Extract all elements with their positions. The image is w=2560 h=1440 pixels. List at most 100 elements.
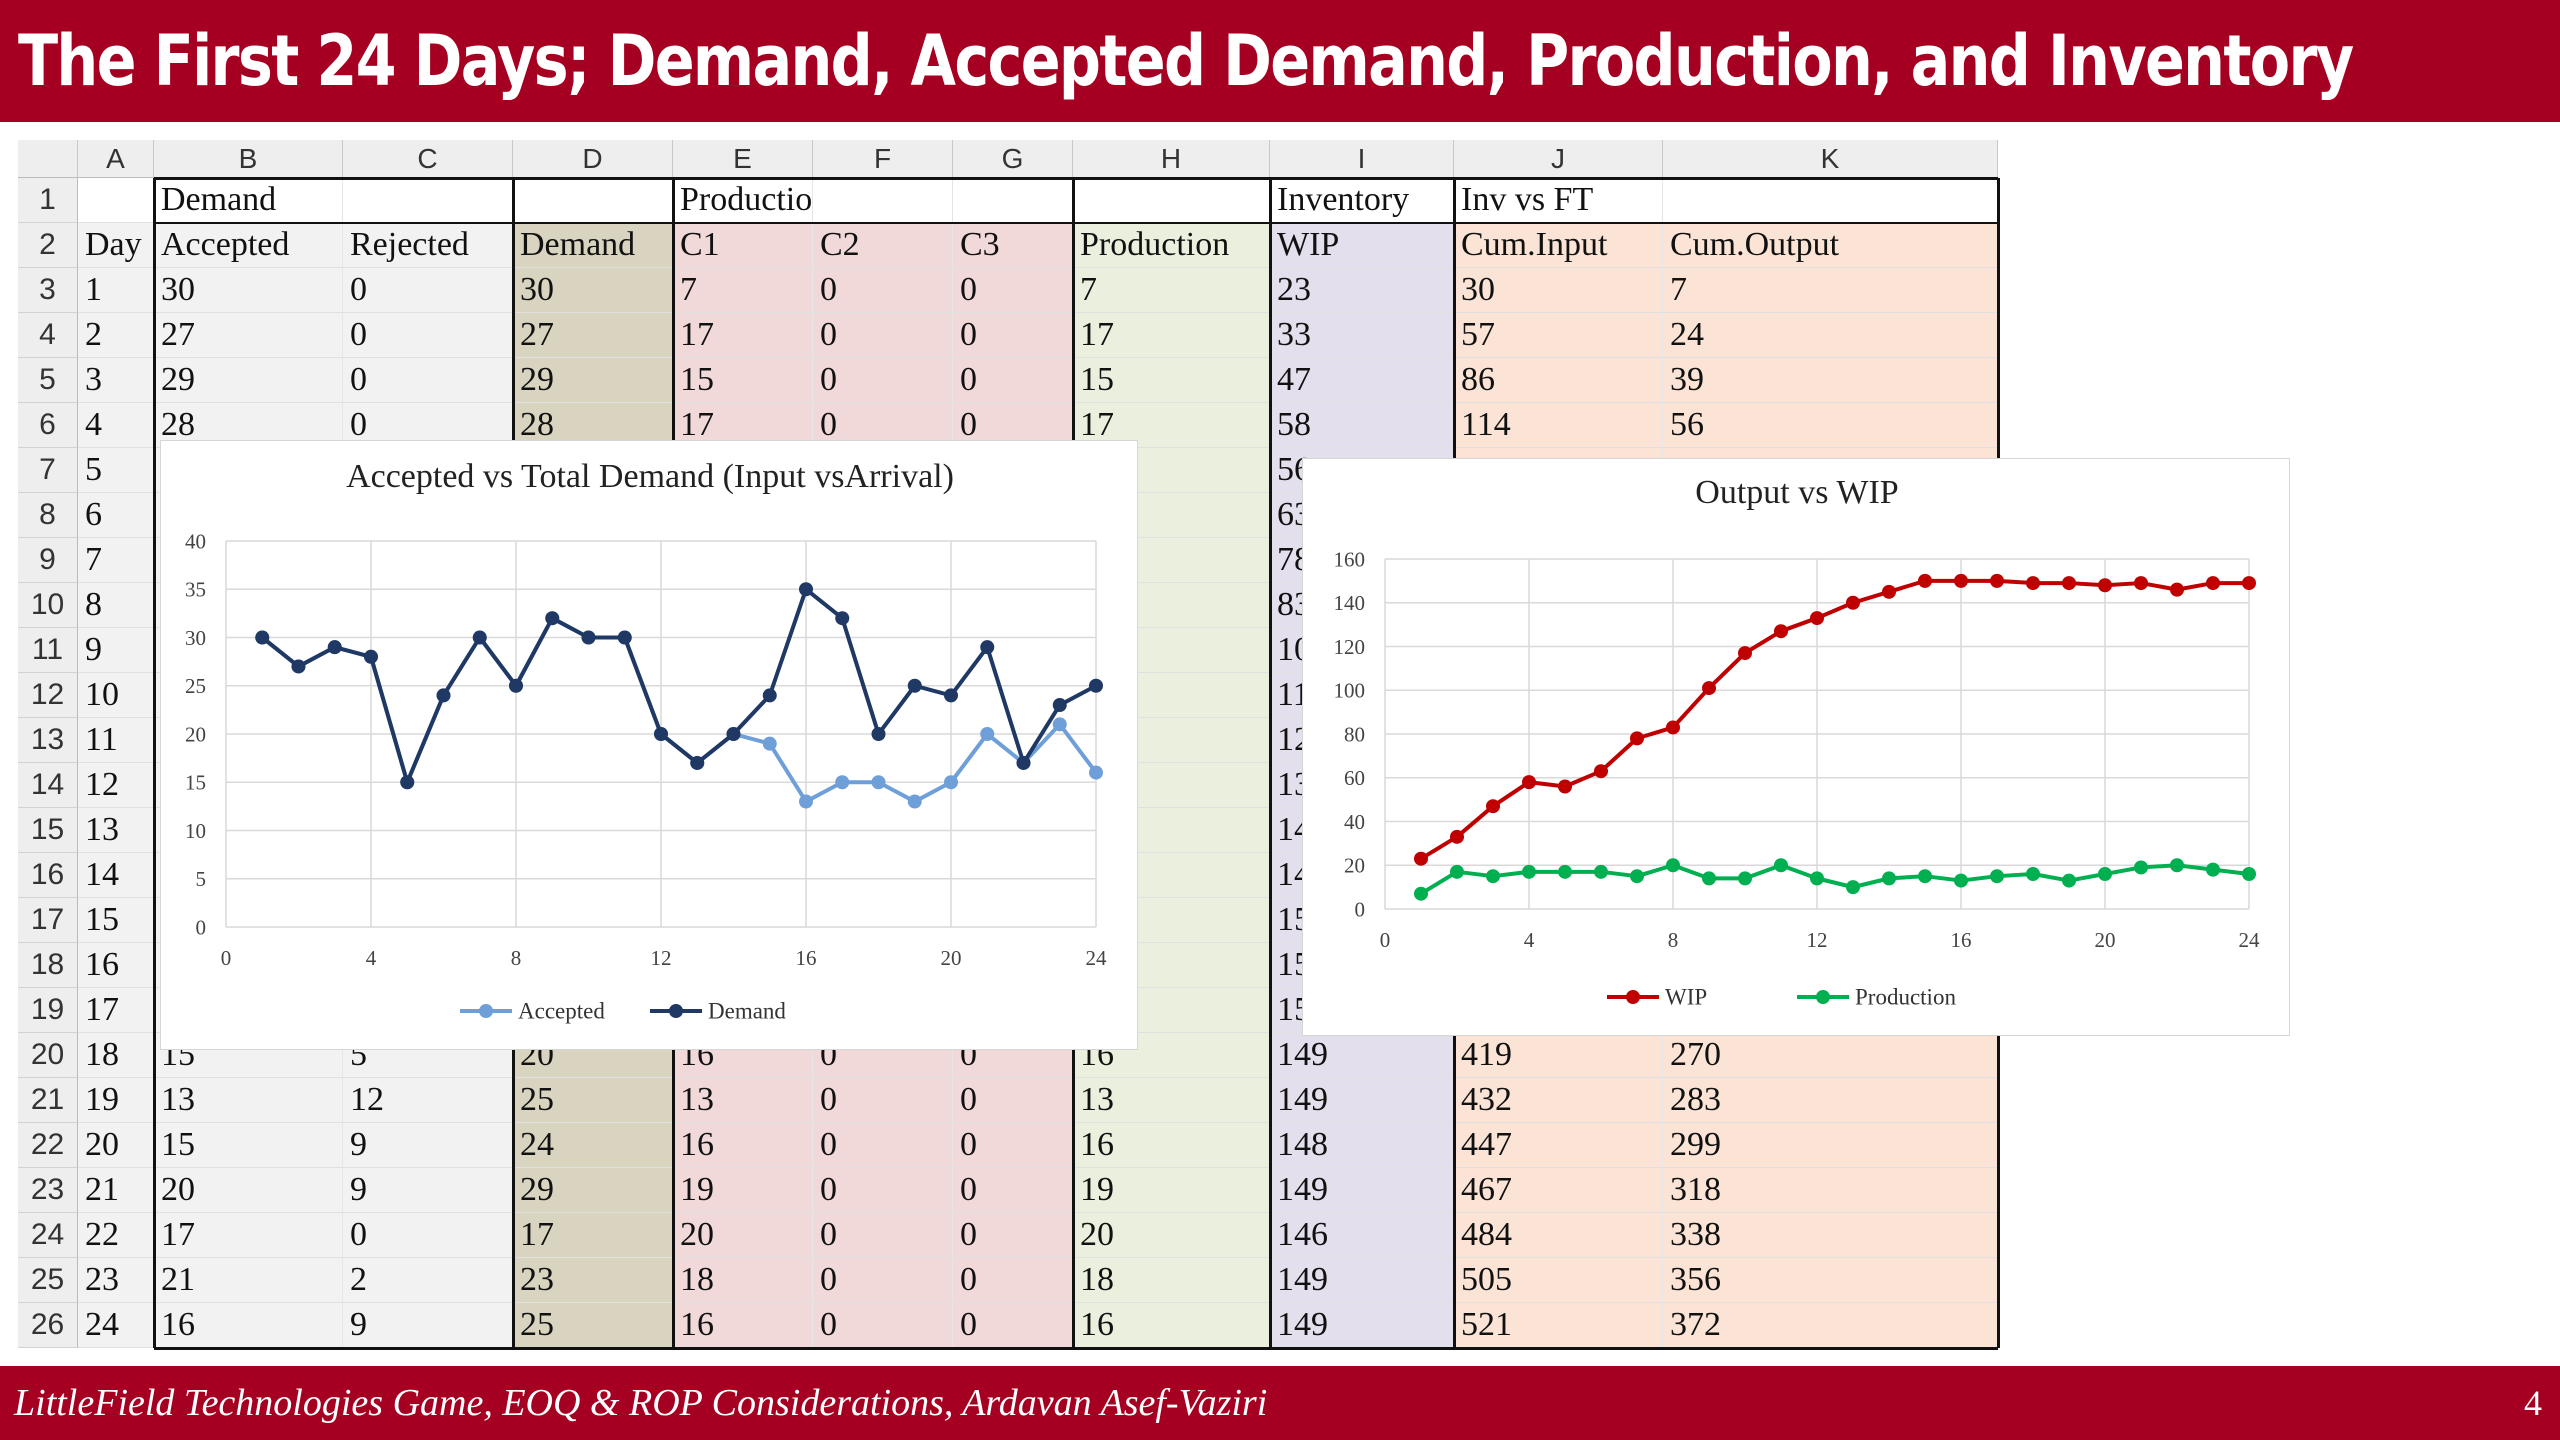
data-cell[interactable]: 21 [78,1168,154,1213]
data-cell[interactable]: 148 [1270,1123,1454,1168]
row-header[interactable]: 1 [18,178,78,223]
header-cell[interactable]: C1 [673,223,813,268]
data-cell[interactable]: 86 [1454,358,1663,403]
data-cell[interactable]: 0 [953,1168,1073,1213]
data-cell[interactable]: 17 [1073,313,1270,358]
data-cell[interactable]: 15 [1073,358,1270,403]
data-cell[interactable]: 24 [513,1123,673,1168]
row-header[interactable]: 5 [18,358,78,403]
column-header-g[interactable]: G [953,140,1073,178]
data-cell[interactable]: 17 [154,1213,343,1258]
data-cell[interactable]: 5 [78,448,154,493]
data-cell[interactable]: 20 [78,1123,154,1168]
row-header[interactable]: 14 [18,763,78,808]
column-header-h[interactable]: H [1073,140,1270,178]
data-cell[interactable]: 16 [154,1303,343,1348]
data-cell[interactable]: 0 [813,1078,953,1123]
row-header[interactable]: 8 [18,493,78,538]
data-cell[interactable]: 2 [343,1258,513,1303]
header-cell[interactable]: Demand [513,223,673,268]
data-cell[interactable]: 0 [953,1303,1073,1348]
row-header[interactable]: 25 [18,1258,78,1303]
data-cell[interactable]: 30 [1454,268,1663,313]
data-cell[interactable]: 57 [1454,313,1663,358]
row-header[interactable]: 11 [18,628,78,673]
header-cell[interactable]: Inv vs FT [1454,178,1663,223]
data-cell[interactable]: 338 [1663,1213,1998,1258]
header-cell[interactable]: Rejected [343,223,513,268]
column-header-k[interactable]: K [1663,140,1998,178]
data-cell[interactable]: 432 [1454,1078,1663,1123]
data-cell[interactable]: 0 [953,1123,1073,1168]
data-cell[interactable]: 318 [1663,1168,1998,1213]
data-cell[interactable]: 149 [1270,1078,1454,1123]
sheet-corner[interactable] [18,140,78,178]
data-cell[interactable]: 25 [513,1078,673,1123]
data-cell[interactable]: 0 [953,358,1073,403]
column-header-b[interactable]: B [154,140,343,178]
data-cell[interactable]: 13 [154,1078,343,1123]
data-cell[interactable]: 299 [1663,1123,1998,1168]
row-header[interactable]: 23 [18,1168,78,1213]
data-cell[interactable]: 17 [673,313,813,358]
data-cell[interactable]: 0 [813,1303,953,1348]
data-cell[interactable]: 10 [78,673,154,718]
data-cell[interactable]: 7 [1663,268,1998,313]
row-header[interactable]: 12 [18,673,78,718]
data-cell[interactable]: 0 [813,1168,953,1213]
data-cell[interactable]: 149 [1270,1168,1454,1213]
data-cell[interactable]: 6 [78,493,154,538]
data-cell[interactable]: 9 [343,1123,513,1168]
data-cell[interactable]: 146 [1270,1213,1454,1258]
header-cell[interactable] [513,178,673,223]
data-cell[interactable]: 356 [1663,1258,1998,1303]
header-cell[interactable] [1663,178,1998,223]
data-cell[interactable]: 16 [673,1123,813,1168]
data-cell[interactable]: 47 [1270,358,1454,403]
data-cell[interactable]: 270 [1663,1033,1998,1078]
row-header[interactable]: 18 [18,943,78,988]
header-cell[interactable] [343,178,513,223]
column-header-e[interactable]: E [673,140,813,178]
row-header[interactable]: 24 [18,1213,78,1258]
data-cell[interactable]: 16 [78,943,154,988]
row-header[interactable]: 7 [18,448,78,493]
data-cell[interactable]: 1 [78,268,154,313]
data-cell[interactable]: 7 [1073,268,1270,313]
header-cell[interactable]: Production [1073,223,1270,268]
column-header-f[interactable]: F [813,140,953,178]
row-header[interactable]: 9 [18,538,78,583]
data-cell[interactable]: 29 [513,1168,673,1213]
data-cell[interactable]: 0 [953,313,1073,358]
data-cell[interactable]: 467 [1454,1168,1663,1213]
data-cell[interactable]: 19 [673,1168,813,1213]
header-cell[interactable] [813,178,953,223]
data-cell[interactable]: 372 [1663,1303,1998,1348]
header-cell[interactable]: Accepted [154,223,343,268]
header-cell[interactable]: Day [78,223,154,268]
data-cell[interactable]: 27 [513,313,673,358]
data-cell[interactable]: 56 [1663,403,1998,448]
data-cell[interactable]: 30 [154,268,343,313]
row-header[interactable]: 2 [18,223,78,268]
data-cell[interactable]: 7 [673,268,813,313]
data-cell[interactable]: 0 [813,1213,953,1258]
data-cell[interactable]: 4 [78,403,154,448]
header-cell[interactable] [953,178,1073,223]
data-cell[interactable]: 19 [78,1078,154,1123]
data-cell[interactable]: 20 [154,1168,343,1213]
data-cell[interactable]: 0 [343,1213,513,1258]
data-cell[interactable]: 20 [1073,1213,1270,1258]
data-cell[interactable]: 24 [78,1303,154,1348]
data-cell[interactable]: 13 [78,808,154,853]
data-cell[interactable]: 39 [1663,358,1998,403]
data-cell[interactable]: 2 [78,313,154,358]
header-cell[interactable]: Inventory [1270,178,1454,223]
header-cell[interactable]: Cum.Input [1454,223,1663,268]
data-cell[interactable]: 0 [813,268,953,313]
row-header[interactable]: 19 [18,988,78,1033]
data-cell[interactable]: 114 [1454,403,1663,448]
row-header[interactable]: 4 [18,313,78,358]
data-cell[interactable]: 0 [813,358,953,403]
header-cell[interactable]: WIP [1270,223,1454,268]
